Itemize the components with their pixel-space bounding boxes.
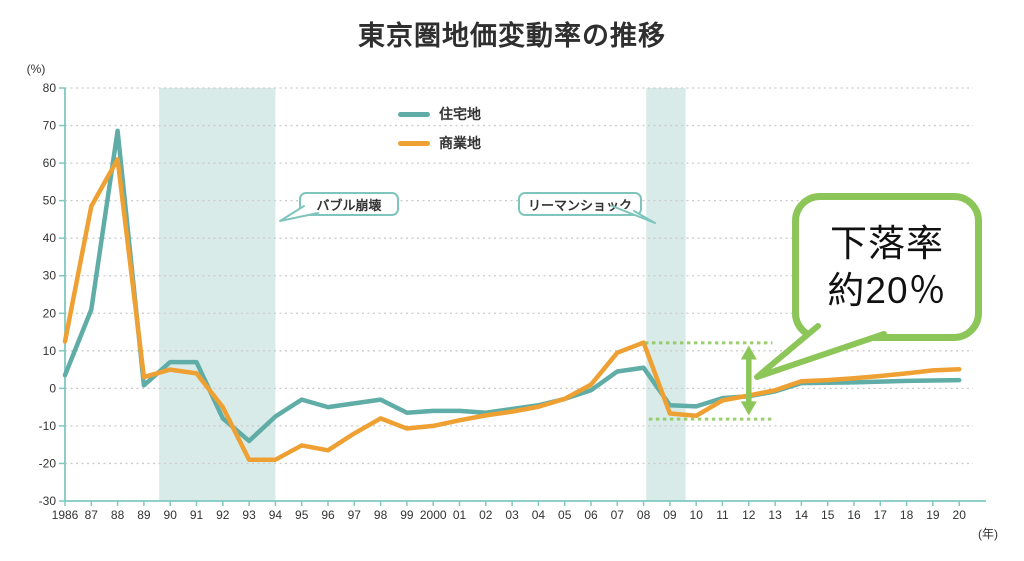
callout-decline-rate: 下落率 約20％ xyxy=(792,193,982,341)
x-tick-label: 16 xyxy=(847,508,861,522)
commercial-line-swatch xyxy=(398,140,430,146)
x-tick-label: 06 xyxy=(584,508,598,522)
legend-label-residential: 住宅地 xyxy=(439,106,481,122)
x-tick-label: 92 xyxy=(216,508,230,522)
x-tick-label: 90 xyxy=(164,508,178,522)
x-tick-label: 87 xyxy=(85,508,99,522)
annotation-lehman-shock-tail xyxy=(611,205,656,224)
commercial-series-line xyxy=(62,157,962,462)
x-tick-label: 96 xyxy=(321,508,335,522)
x-tick-label: 02 xyxy=(479,508,493,522)
annotation-bubble-collapse-label: バブル崩壊 xyxy=(316,197,382,213)
x-tick-label: 13 xyxy=(768,508,782,522)
highlight-band xyxy=(159,88,276,501)
x-tick-label: 05 xyxy=(558,508,572,522)
x-tick-label: 09 xyxy=(663,508,677,522)
y-axis-unit-label: (%) xyxy=(27,62,46,76)
y-tick-label: 0 xyxy=(49,381,56,395)
legend-label-commercial: 商業地 xyxy=(439,135,481,151)
annotation-bubble-collapse-tail xyxy=(279,205,319,222)
annotation-lehman-shock: リーマンショック xyxy=(518,192,642,216)
x-tick-label: 89 xyxy=(137,508,151,522)
y-tick-label: 50 xyxy=(43,194,57,208)
tail-shape xyxy=(754,323,887,380)
x-tick-label: 91 xyxy=(190,508,204,522)
x-tick-label: 11 xyxy=(716,508,729,522)
callout-line1: 下落率 xyxy=(830,222,944,264)
callout-line2: 約20％ xyxy=(827,270,947,311)
x-tick-label: 15 xyxy=(821,508,835,522)
chart-legend: 住宅地 商業地 xyxy=(398,104,481,162)
y-tick-label: 40 xyxy=(43,231,57,245)
x-tick-label: 08 xyxy=(637,508,651,522)
x-tick-label: 1986 xyxy=(52,508,79,522)
annotation-lehman-shock-label: リーマンショック xyxy=(527,197,632,213)
x-tick-label: 18 xyxy=(900,508,914,522)
y-tick-label: 60 xyxy=(43,156,57,170)
x-tick-label: 20 xyxy=(953,508,967,522)
x-tick-label: 93 xyxy=(242,508,256,522)
y-tick-label: 80 xyxy=(43,81,57,95)
drop-arrow-head-down xyxy=(740,401,757,416)
x-tick-label: 99 xyxy=(400,508,414,522)
x-tick-label: 94 xyxy=(269,508,283,522)
residential-line-swatch xyxy=(398,111,430,117)
x-tick-label: 07 xyxy=(611,508,625,522)
x-tick-label: 01 xyxy=(453,508,467,522)
legend-item-residential: 住宅地 xyxy=(398,104,481,124)
x-tick-label: 14 xyxy=(795,508,809,522)
y-tick-label: -30 xyxy=(39,494,57,508)
page-title: 東京圏地価変動率の推移 xyxy=(358,21,666,51)
callout-tail xyxy=(754,323,887,380)
legend-item-commercial: 商業地 xyxy=(398,133,481,153)
x-tick-label: 88 xyxy=(111,508,125,522)
x-tick-label: 95 xyxy=(295,508,309,522)
x-tick-label: 98 xyxy=(374,508,388,522)
x-tick-label: 2000 xyxy=(420,508,447,522)
highlight-band xyxy=(646,88,686,501)
tail-shape xyxy=(279,205,319,222)
y-tick-label: 20 xyxy=(43,306,57,320)
drop-arrow-head-up xyxy=(740,345,757,360)
y-tick-label: 70 xyxy=(43,119,57,133)
x-tick-label: 17 xyxy=(874,508,888,522)
x-axis-unit-label: (年) xyxy=(978,527,998,541)
y-tick-label: -20 xyxy=(39,456,57,470)
tail-shape xyxy=(611,205,656,224)
x-tick-label: 12 xyxy=(742,508,756,522)
x-tick-label: 04 xyxy=(532,508,546,522)
x-tick-label: 97 xyxy=(348,508,362,522)
x-tick-label: 19 xyxy=(926,508,940,522)
x-tick-label: 10 xyxy=(690,508,704,522)
y-tick-label: 10 xyxy=(43,344,57,358)
y-tick-label: -10 xyxy=(39,419,57,433)
y-tick-label: 30 xyxy=(43,269,57,283)
x-tick-label: 03 xyxy=(505,508,519,522)
